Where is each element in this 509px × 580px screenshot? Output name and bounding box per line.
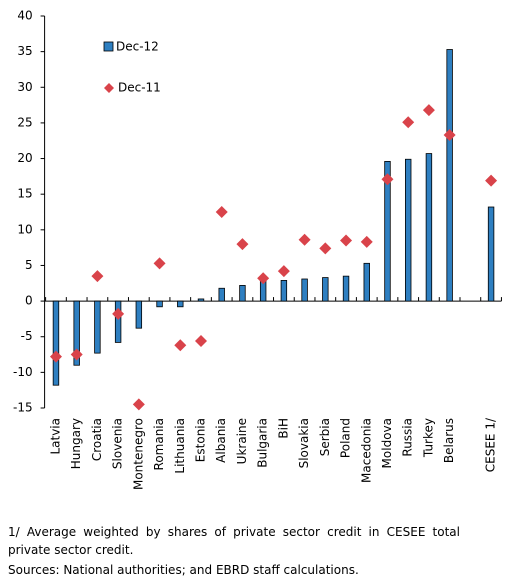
legend-swatch [103,41,114,52]
x-tick-label: Romania [152,418,166,470]
y-tick-label: -15 [13,401,33,415]
diamond-marker [132,398,145,411]
bar [446,49,453,302]
y-tick-label: 35 [17,44,32,58]
footnote: 1/ Average weighted by shares of private… [8,525,460,557]
diamond-marker [402,116,415,129]
bar [218,287,225,302]
y-tick-label: 40 [17,9,32,23]
y-tick-label: 30 [17,80,32,94]
diamond-marker [277,265,290,278]
x-tick-label: Latvia [48,418,62,455]
bar [425,153,433,302]
y-tick-label: 20 [17,151,32,165]
legend-swatch [104,83,114,93]
bar [114,300,122,343]
diamond-marker [153,257,166,270]
diamond-marker [91,270,104,283]
x-tick-label: Poland [339,418,353,458]
chart: -15 -10 -5 0 5 10 15 20 25 30 35 40 Latvia Hungary Cro… [13,9,502,490]
diamond-marker [70,348,83,361]
y-tick-label: 15 [17,187,32,201]
bar [301,278,308,302]
bar [156,300,163,308]
diamond-marker [195,335,207,348]
x-tick-label: Turkey [421,418,435,458]
diamond-marker [215,206,228,218]
bar [322,277,329,302]
diamond-marker [422,104,435,117]
x-tick-label: Hungary [69,418,83,469]
x-tick-label: Slovenia [111,418,125,469]
diamond-marker [236,238,249,251]
x-tick-label: Bulgaria [256,418,270,468]
x-tick-label: Moldova [380,418,394,468]
bar [384,160,391,302]
bar [404,158,412,302]
diamond-marker [319,242,332,255]
x-tick-label: Croatia [90,418,104,461]
diamond-marker [112,307,125,320]
bar [363,262,370,302]
bar [197,298,205,302]
diamond-marker [340,234,353,247]
diamond-marker [49,350,62,363]
y-tick-label: 25 [17,115,32,129]
bar [342,275,350,302]
diamond-marker [298,233,311,246]
footnote: Sources: National authorities; and EBRD … [8,563,359,577]
y-tick-label: 0 [25,294,33,308]
x-tick-label: Macedonia [359,418,373,483]
x-tick-label: Ukraine [235,418,249,464]
x-tick-label: Serbia [318,418,332,456]
bar [239,285,246,302]
x-tick-label: Montenegro [131,418,145,490]
legend-label: Dec-11 [118,81,161,95]
bar [73,300,80,366]
x-tick-label: Estonia [194,418,208,462]
y-tick-label: -10 [13,365,33,379]
bar [177,300,184,308]
bar [280,280,288,302]
diamond-marker [443,129,456,142]
bar [52,300,60,386]
x-tick-label: Russia [401,418,415,457]
diamond-marker [257,272,270,285]
y-tick-label: 5 [25,258,33,272]
x-tick-label: Albania [214,418,228,463]
x-tick-label: BiH [276,418,290,439]
diamond-marker [485,174,498,187]
bar [94,300,101,354]
x-tick-label: Lithuania [173,418,187,474]
y-tick-label: -5 [21,329,33,343]
diamond-marker [174,339,187,352]
legend-label: Dec-12 [116,40,159,54]
x-tick-label: Belarus [442,418,456,463]
y-tick-label: 10 [17,222,32,236]
x-tick-label: CESEE 1/ [484,417,498,472]
bar [487,206,495,302]
diamond-marker [360,235,373,248]
diamond-marker [381,173,394,186]
bar [135,300,143,329]
x-tick-label: Slovakia [297,418,311,468]
